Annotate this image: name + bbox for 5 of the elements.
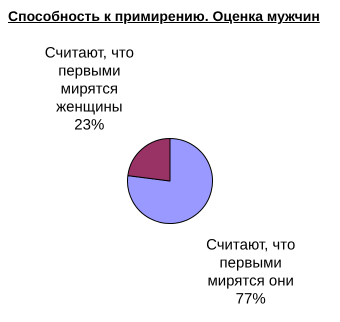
slice-label: Считают, что первыми мирятся они — [206, 236, 296, 290]
data-label: 23% — [74, 116, 104, 134]
data-label: 77% — [236, 290, 266, 308]
chart-title: Способность к примирению. Оценка мужчин — [8, 8, 321, 26]
slice-label: Считают, что первыми мирятся женщины — [44, 44, 134, 116]
